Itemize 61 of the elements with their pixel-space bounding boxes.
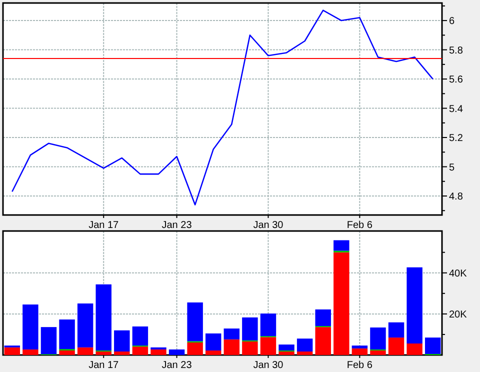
bar <box>114 330 130 352</box>
y-tick-label: 6 <box>449 16 455 28</box>
bar <box>388 338 404 355</box>
bar <box>352 346 368 348</box>
x-tick-label: Jan 17 <box>88 360 120 371</box>
y-tick-label: 5 <box>449 162 455 174</box>
bar <box>315 309 331 326</box>
bar <box>132 326 148 346</box>
bar <box>406 344 422 355</box>
bar <box>296 352 313 355</box>
bar <box>22 349 38 355</box>
bar <box>205 350 222 355</box>
bar <box>187 302 203 342</box>
bar <box>388 322 404 338</box>
x-tick-label: Jan 17 <box>88 220 120 231</box>
bar <box>77 347 94 355</box>
bar <box>278 344 294 350</box>
bar <box>278 352 294 355</box>
bar <box>187 342 203 355</box>
x-tick-label: Feb 6 <box>346 220 373 231</box>
bar <box>96 284 112 350</box>
bar <box>132 346 148 355</box>
bar <box>424 338 441 354</box>
line-series <box>11 10 434 206</box>
bar <box>224 339 240 355</box>
y-tick-label: 5.6 <box>449 74 464 86</box>
bar <box>40 327 57 354</box>
bar <box>205 333 222 350</box>
bar <box>370 350 386 355</box>
bar <box>114 352 130 355</box>
bar <box>406 267 422 344</box>
bar <box>242 341 258 355</box>
bar <box>260 337 276 355</box>
bar <box>242 317 258 340</box>
x-tick-label: Jan 30 <box>253 360 284 371</box>
bar <box>224 328 240 340</box>
bar <box>59 319 75 350</box>
y-tick-label: 4.8 <box>449 191 464 202</box>
x-tick-label: Feb 6 <box>346 360 373 371</box>
y-tick-label: 5.8 <box>449 45 464 56</box>
bar <box>96 352 112 355</box>
bar <box>296 338 313 352</box>
y-tick-label: 40K <box>449 268 468 280</box>
bar <box>370 327 386 350</box>
bar <box>22 304 38 350</box>
bar <box>334 240 350 251</box>
y-tick-label: 5.4 <box>449 104 464 115</box>
bar <box>77 303 94 348</box>
bar <box>59 350 75 355</box>
x-tick-label: Jan 23 <box>162 360 192 371</box>
x-tick-label: Jan 30 <box>253 220 284 231</box>
bar <box>168 349 185 355</box>
bar <box>260 314 276 336</box>
bar <box>150 349 166 355</box>
y-tick-label: 20K <box>449 309 468 320</box>
x-tick-label: Jan 23 <box>162 220 192 231</box>
y-tick-label: 5.2 <box>449 133 464 144</box>
bar <box>4 347 20 355</box>
bar <box>334 252 350 355</box>
bar <box>352 348 368 355</box>
bar <box>315 327 331 355</box>
